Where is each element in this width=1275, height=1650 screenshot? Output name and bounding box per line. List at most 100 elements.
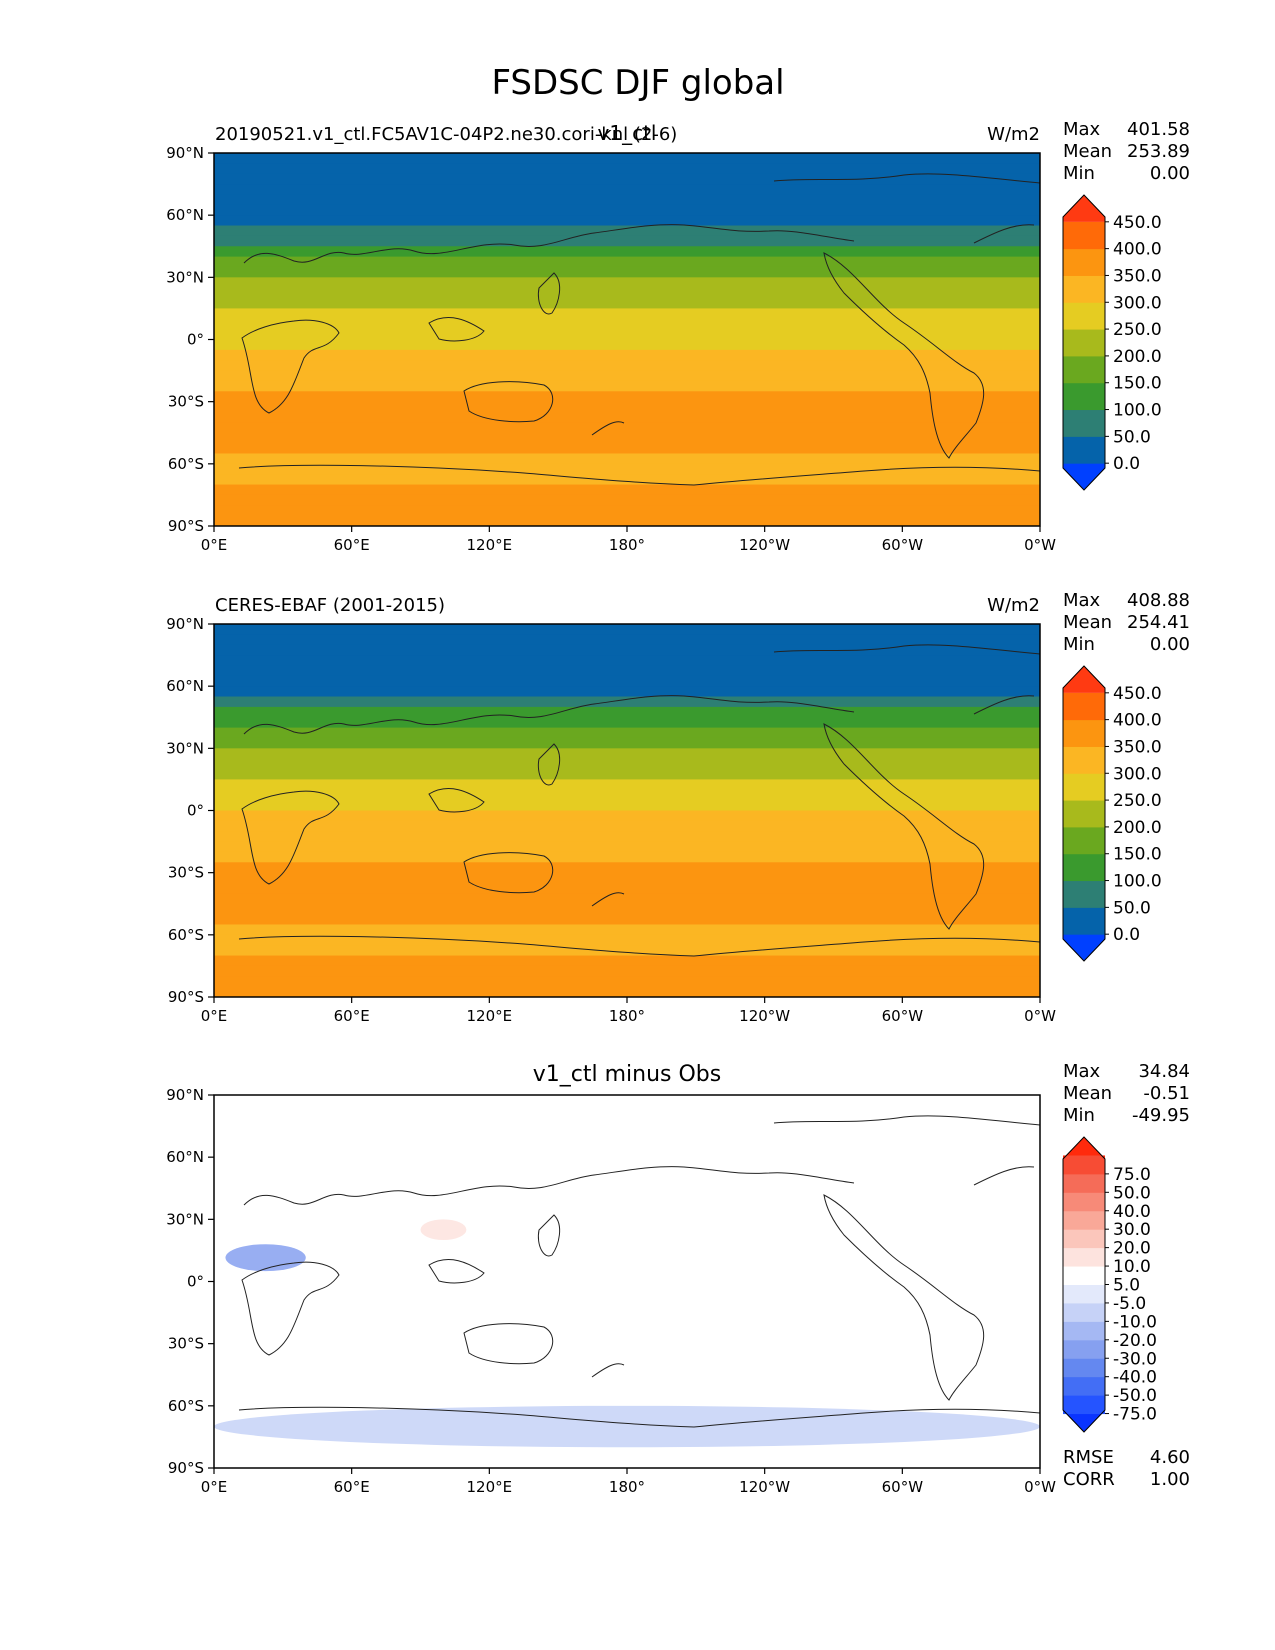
zonal-band (214, 986, 1040, 997)
colorbar-segment (1063, 1173, 1105, 1193)
colorbar-tick-label: -30.0 (1113, 1349, 1157, 1369)
lat-tick-label: 60°N (166, 1148, 204, 1166)
zonal-band (214, 976, 1040, 988)
difference-region (225, 1244, 306, 1272)
colorbar-segment (1063, 1410, 1105, 1432)
stat-value-mean: 254.41 (1127, 612, 1190, 633)
colorbar-tick-label: -10.0 (1113, 1312, 1157, 1332)
colorbar-segment (1063, 1210, 1105, 1230)
colorbar-segment (1063, 1155, 1105, 1175)
zonal-band (214, 665, 1040, 677)
colorbar-tick-label: 75.0 (1113, 1165, 1151, 1185)
colorbar-segment (1063, 409, 1105, 437)
lat-tick-label: 90°N (166, 144, 204, 162)
zonal-band (214, 277, 1040, 289)
colorbar-tick-label: -75.0 (1113, 1405, 1157, 1425)
colorbar-segment (1063, 853, 1105, 882)
colorbar-tick-label: 150.0 (1113, 845, 1162, 865)
lon-tick-label: 120°E (467, 536, 513, 554)
stat-label-mean: Mean (1063, 612, 1112, 633)
stat-value-mean: -0.51 (1143, 1083, 1190, 1104)
difference-region (420, 1219, 467, 1241)
zonal-band (214, 235, 1040, 247)
colorbar-tick-label: 450.0 (1113, 684, 1162, 704)
colorbar-segment (1063, 195, 1105, 222)
zonal-band (214, 401, 1040, 413)
colorbar-segment (1063, 1395, 1105, 1415)
colorbar-segment (1063, 248, 1105, 276)
stat-label-corr: CORR (1063, 1469, 1115, 1490)
stat-value-max: 401.58 (1127, 119, 1190, 140)
zonal-band (214, 370, 1040, 382)
zonal-band (214, 266, 1040, 278)
colorbar-tick-label: 0.0 (1113, 454, 1140, 474)
stats-block: Max 34.84 Mean -0.51 Min -49.95 (1063, 1061, 1190, 1126)
zonal-band (214, 789, 1040, 801)
zonal-band (214, 153, 1040, 164)
colorbar-tick-label: 200.0 (1113, 818, 1162, 838)
colorbar-segment (1063, 880, 1105, 908)
zonal-band (214, 204, 1040, 216)
zonal-band (214, 644, 1040, 656)
colorbar-segment (1063, 436, 1105, 464)
colorbar-segment (1063, 221, 1105, 250)
colorbar-segment (1063, 1321, 1105, 1341)
colorbar-segment (1063, 1266, 1105, 1285)
lon-tick-label: 60°E (334, 1007, 370, 1025)
zonal-band (214, 903, 1040, 915)
colorbar-tick-label: 100.0 (1113, 872, 1162, 892)
colorbar-outline (1062, 665, 1106, 962)
colorbar-segment (1063, 275, 1105, 303)
colorbar: 0.0 50.0 100.0 150.0 200.0 250.0 300.0 350.0 400… (1062, 194, 1162, 491)
colorbar-tick-label: 20.0 (1113, 1239, 1151, 1259)
panel-difference: v1_ctl minus Obs 90°N 60°N 30°N 0° 30°S 60°S 9… (166, 1061, 1190, 1496)
zonal-band (214, 727, 1040, 739)
colorbar-tick-label: 250.0 (1113, 791, 1162, 811)
zonal-band (214, 893, 1040, 905)
zonal-band (214, 412, 1040, 423)
zonal-band (214, 484, 1040, 496)
lat-tick-label: 0° (187, 1273, 204, 1291)
zonal-band (214, 862, 1040, 874)
panel-reference: CERES-EBAF (2001-2015) W/m2 90°N 60°N 30°N… (166, 590, 1190, 1025)
zonal-band (214, 831, 1040, 843)
lat-tick-label: 60°N (166, 206, 204, 224)
zonal-band (214, 841, 1040, 853)
zonal-band (214, 298, 1040, 310)
lon-tick-label: 0°E (201, 1478, 228, 1496)
zonal-band (214, 706, 1040, 718)
stats-block: Max 401.58 Mean 253.89 Min 0.00 (1063, 119, 1190, 184)
zonal-band (214, 934, 1040, 946)
zonal-band (214, 914, 1040, 926)
lon-tick-label: 120°W (739, 1478, 790, 1496)
skill-stats-block: RMSE 4.60 CORR 1.00 (1063, 1447, 1190, 1490)
colorbar-tick-label: -50.0 (1113, 1386, 1157, 1406)
colorbar-segment (1063, 800, 1105, 828)
colorbar-outline (1062, 194, 1106, 491)
lat-tick-label: 60°S (168, 1397, 204, 1415)
colorbar-segment (1063, 1302, 1105, 1322)
zonal-band (214, 443, 1040, 455)
lon-tick-label: 180° (609, 1007, 645, 1025)
zonal-band (214, 748, 1040, 760)
colorbar-segment (1063, 1339, 1105, 1359)
zonal-band (214, 329, 1040, 341)
stat-value-mean: 253.89 (1127, 141, 1190, 162)
zonal-band (214, 851, 1040, 863)
colorbar-segment (1063, 692, 1105, 721)
zonal-band (214, 380, 1040, 392)
zonal-band (214, 256, 1040, 268)
colorbar-tick-label: 350.0 (1113, 737, 1162, 757)
zonal-band (214, 391, 1040, 403)
zonal-band (214, 779, 1040, 791)
lat-tick-label: 90°S (168, 517, 204, 535)
stat-value-corr: 1.00 (1150, 1469, 1190, 1490)
colorbar-tick-label: 30.0 (1113, 1220, 1151, 1240)
zonal-band (214, 194, 1040, 206)
colorbar-segment (1063, 1358, 1105, 1378)
difference-region (856, 1291, 949, 1334)
zonal-band (214, 810, 1040, 822)
lat-tick-label: 30°N (166, 1210, 204, 1228)
colorbar-tick-label: 40.0 (1113, 1202, 1151, 1222)
